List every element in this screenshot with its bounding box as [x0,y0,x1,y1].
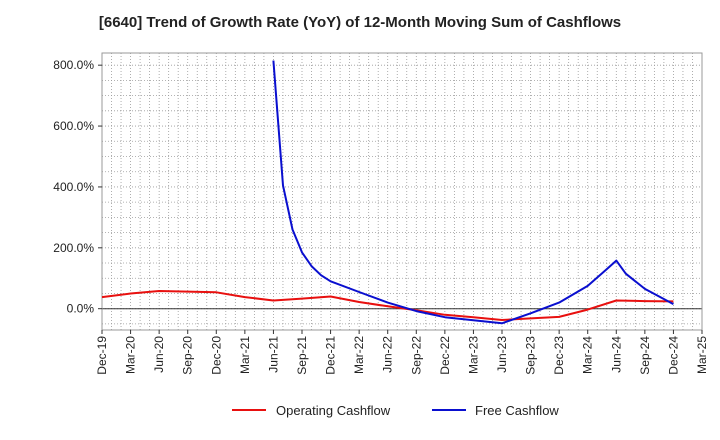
axes: 0.0% 200.0% 400.0% 600.0% 800.0% Dec-19 Mar-20… [53,52,709,375]
chart-title: [6640] Trend of Growth Rate (YoY) of 12-… [98,14,622,31]
x-tick-label: Sep-24 [638,336,652,375]
x-tick-label: Sep-20 [181,336,195,375]
x-tick-label: Jun-23 [495,336,509,373]
y-tick-label: 400.0% [53,180,94,194]
x-tick-label: Sep-21 [295,336,309,375]
x-tick-label: Jun-22 [381,336,395,373]
x-tick-label: Mar-25 [695,336,709,374]
y-tick-label: 800.0% [53,58,94,72]
x-tick-label: Jun-24 [609,336,623,373]
x-tick-label: Sep-22 [409,336,423,375]
series-line-free-cashflow [272,60,674,325]
x-tick-label: Mar-23 [466,336,480,374]
x-tick-label: Dec-19 [95,336,109,375]
x-tick-label: Mar-24 [581,336,595,374]
x-tick-label: Jun-21 [266,336,280,373]
x-tick-label: Mar-21 [238,336,252,374]
grid [102,53,702,330]
y-tick-label: 600.0% [53,119,94,133]
series-layer [101,60,674,325]
x-tick-label: Dec-24 [666,336,680,375]
series-line-operating-cashflow [101,290,674,321]
x-tick-label: Dec-23 [552,336,566,375]
x-tick-label: Mar-20 [124,336,138,374]
plot-frame [101,52,703,331]
x-tick-label: Jun-20 [152,336,166,373]
x-tick-label: Dec-21 [324,336,338,375]
x-tick-label: Dec-22 [438,336,452,375]
legend: Operating Cashflow Free Cashflow [232,403,559,418]
x-tick-label: Sep-23 [524,336,538,375]
x-tick-label: Dec-20 [209,336,223,375]
y-tick-label: 200.0% [53,241,94,255]
y-tick-label: 0.0% [67,302,95,316]
legend-label: Free Cashflow [475,403,559,418]
x-tick-label: Mar-22 [352,336,366,374]
legend-label: Operating Cashflow [276,403,391,418]
